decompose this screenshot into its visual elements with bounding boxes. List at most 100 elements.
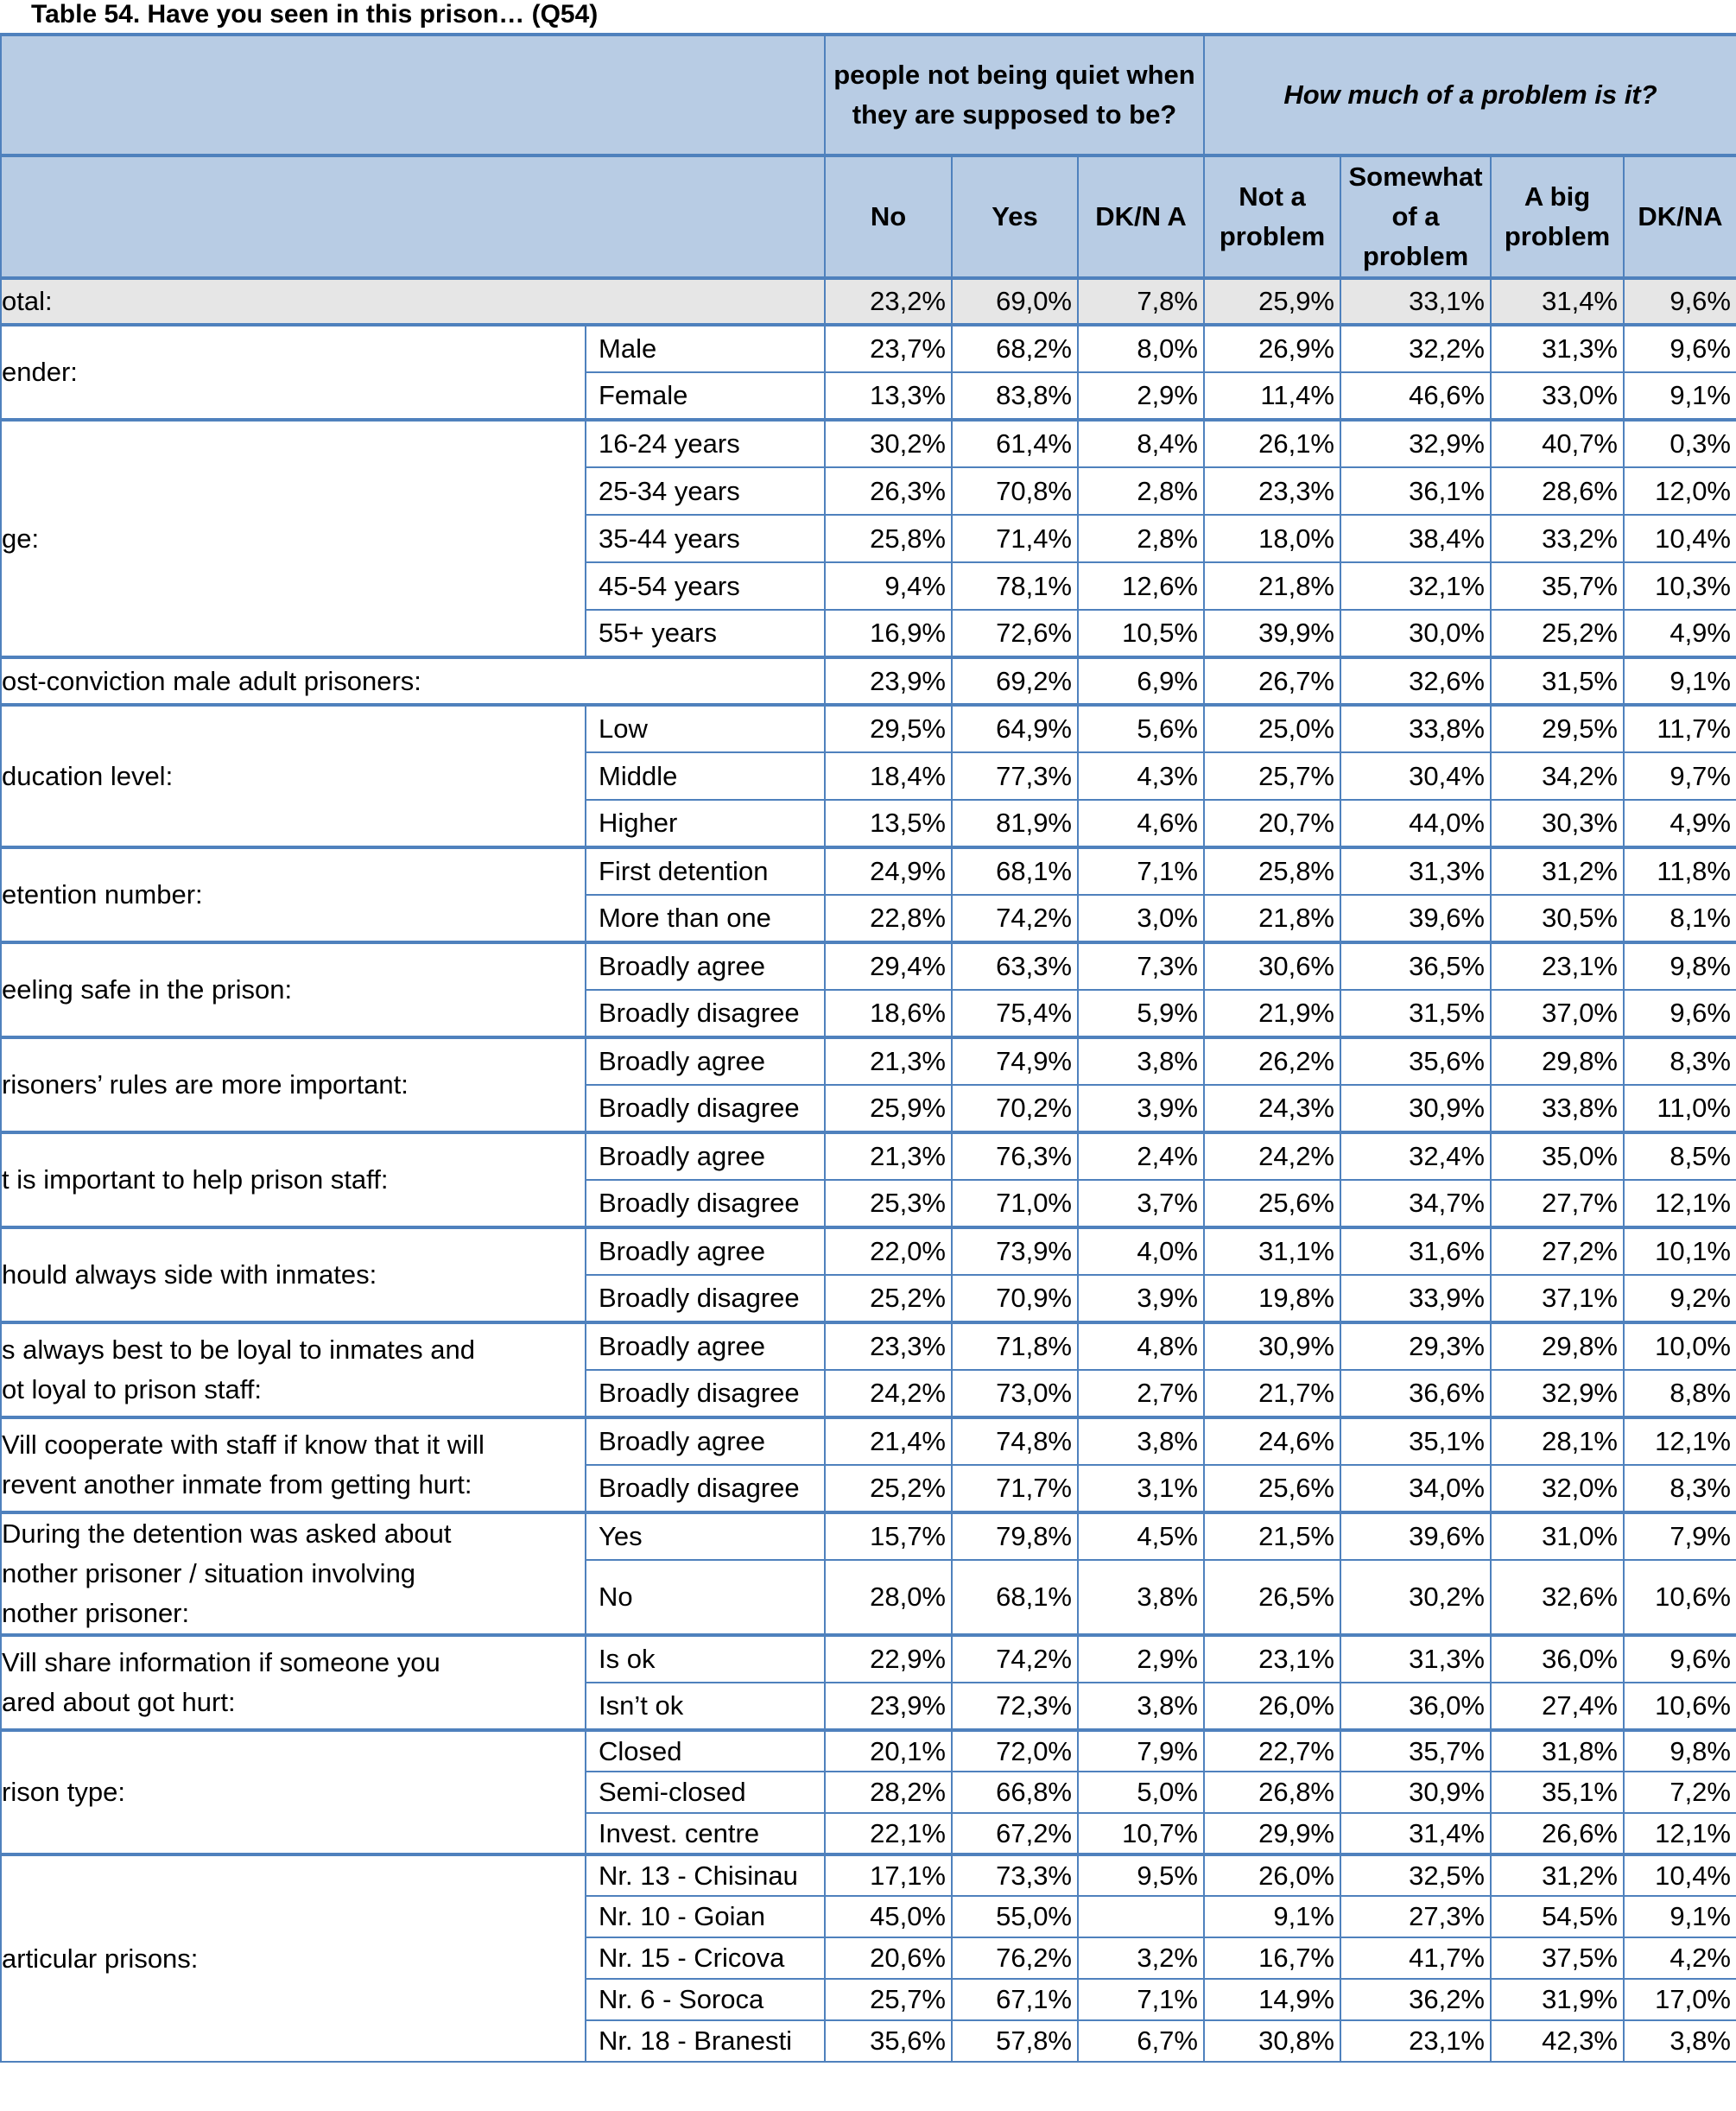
row-label: Closed: [585, 1728, 826, 1772]
cell-value: 12,1%: [1623, 1179, 1736, 1228]
cell-value: 21,8%: [1203, 561, 1341, 611]
cell-value: 11,4%: [1203, 371, 1341, 421]
table-body: people not being quiet when they are sup…: [0, 33, 1736, 2063]
cell-value: 31,6%: [1340, 1226, 1492, 1276]
cell-value: 69,2%: [951, 656, 1079, 706]
cell-value: 30,8%: [1203, 2019, 1341, 2063]
group-label: During the detention was asked about not…: [0, 1511, 586, 1636]
cell-value: 31,4%: [1340, 1812, 1492, 1855]
row-label: Broadly disagree: [585, 1084, 826, 1133]
cell-value: 3,1%: [1077, 1464, 1205, 1513]
cell-value: 30,2%: [1340, 1559, 1492, 1636]
cell-value: 23,9%: [824, 656, 953, 706]
cell-value: 75,4%: [951, 989, 1079, 1038]
cell-value: 28,2%: [824, 1771, 953, 1814]
cell-value: 9,8%: [1623, 941, 1736, 991]
group-header: How much of a problem is it?: [1203, 33, 1736, 157]
cell-value: 22,7%: [1203, 1728, 1341, 1772]
cell-value: 3,2%: [1077, 1937, 1205, 1980]
column-header: Yes: [951, 154, 1079, 280]
cell-value: 21,3%: [824, 1131, 953, 1181]
cell-value: 13,3%: [824, 371, 953, 421]
cell-value: 22,8%: [824, 894, 953, 943]
cell-value: 0,3%: [1623, 418, 1736, 468]
cell-value: 27,4%: [1490, 1682, 1625, 1731]
cell-value: 33,8%: [1340, 703, 1492, 753]
cell-value: 67,1%: [951, 1978, 1079, 2021]
cell-value: 35,0%: [1490, 1131, 1625, 1181]
table-row: ge: 16-24 years 30,2% 61,4% 8,4% 26,1% 32,9% 40…: [0, 418, 1736, 658]
cell-value: 9,6%: [1623, 323, 1736, 373]
table-row: rison type: Closed 20,1% 72,0% 7,9% 22,7% 35,7…: [0, 1728, 1736, 1855]
column-header: Somewhat of a problem: [1340, 154, 1492, 280]
cell-value: 18,0%: [1203, 514, 1341, 563]
cell-value: 31,3%: [1490, 323, 1625, 373]
row-label: Nr. 15 - Cricova: [585, 1937, 826, 1980]
cell-value: 26,8%: [1203, 1771, 1341, 1814]
cell-value: 3,0%: [1077, 894, 1205, 943]
cell-value: 33,0%: [1490, 371, 1625, 421]
cell-value: 8,4%: [1077, 418, 1205, 468]
cell-value: 74,8%: [951, 1416, 1079, 1466]
cell-value: 57,8%: [951, 2019, 1079, 2063]
cell-value: 33,2%: [1490, 514, 1625, 563]
cell-value: 32,5%: [1340, 1853, 1492, 1897]
cell-value: 4,9%: [1623, 609, 1736, 658]
cell-value: 29,9%: [1203, 1812, 1341, 1855]
cell-value: 31,2%: [1490, 1853, 1625, 1897]
row-label: Nr. 6 - Soroca: [585, 1978, 826, 2021]
cell-value: 2,8%: [1077, 466, 1205, 516]
group-label: t is important to help prison staff:: [0, 1131, 586, 1228]
cell-value: 39,9%: [1203, 609, 1341, 658]
row-label: Broadly agree: [585, 1036, 826, 1086]
cell-value: 9,2%: [1623, 1274, 1736, 1323]
cell-value: 25,6%: [1203, 1179, 1341, 1228]
row-label: 16-24 years: [585, 418, 826, 468]
cell-value: 74,2%: [951, 894, 1079, 943]
cell-value: 11,7%: [1623, 703, 1736, 753]
cell-value: 13,5%: [824, 799, 953, 848]
cell-value: 12,1%: [1623, 1812, 1736, 1855]
cell-value: 15,7%: [824, 1510, 953, 1562]
cell-value: 7,8%: [1077, 276, 1205, 326]
cell-value: 25,2%: [824, 1464, 953, 1513]
table-row: etention number: First detention 24,9% 68,1…: [0, 846, 1736, 943]
cell-value: 24,2%: [1203, 1131, 1341, 1181]
row-label: otal:: [0, 276, 826, 326]
cell-value: 25,9%: [1203, 276, 1341, 326]
cell-value: 8,5%: [1623, 1131, 1736, 1181]
group-label: eeling safe in the prison:: [0, 941, 586, 1038]
column-header: A big problem: [1490, 154, 1625, 280]
cell-value: 9,4%: [824, 561, 953, 611]
group-label: articular prisons:: [0, 1853, 586, 2063]
header-row: people not being quiet when they are sup…: [0, 33, 1736, 157]
group-label: hould always side with inmates:: [0, 1226, 586, 1323]
table-row: More than one 22,8% 74,2% 3,0% 21,8% 39,6% 30,…: [1, 894, 1736, 943]
cell-value: 16,9%: [824, 609, 953, 658]
cell-value: 73,3%: [951, 1853, 1079, 1897]
cell-value: 25,9%: [824, 1084, 953, 1133]
cell-value: 29,8%: [1490, 1036, 1625, 1086]
group-label: ender:: [0, 323, 586, 421]
cell-value: 9,1%: [1623, 1895, 1736, 1938]
cell-value: 32,1%: [1340, 561, 1492, 611]
row-label: Broadly disagree: [585, 1464, 826, 1513]
cell-value: 26,5%: [1203, 1559, 1341, 1636]
cell-value: 35,6%: [1340, 1036, 1492, 1086]
cell-value: 36,5%: [1340, 941, 1492, 991]
cell-value: 23,3%: [824, 1321, 953, 1371]
cell-value: 35,6%: [824, 2019, 953, 2063]
table-row: 25-34 years 26,3% 70,8% 2,8% 23,3% 36,1% 28,6%…: [1, 466, 1736, 516]
cell-value: 9,6%: [1623, 276, 1736, 326]
cell-value: 7,3%: [1077, 941, 1205, 991]
cell-value: 18,4%: [824, 751, 953, 801]
cell-value: 4,0%: [1077, 1226, 1205, 1276]
cell-value: 25,2%: [1490, 609, 1625, 658]
cell-value: 32,9%: [1340, 418, 1492, 468]
cell-value: 61,4%: [951, 418, 1079, 468]
cell-value: 26,0%: [1203, 1853, 1341, 1897]
cell-value: 31,1%: [1203, 1226, 1341, 1276]
cell-value: 5,0%: [1077, 1771, 1205, 1814]
row-label: 55+ years: [585, 609, 826, 658]
table-row: Broadly disagree 25,3% 71,0% 3,7% 25,6% 34,7%…: [1, 1179, 1736, 1228]
